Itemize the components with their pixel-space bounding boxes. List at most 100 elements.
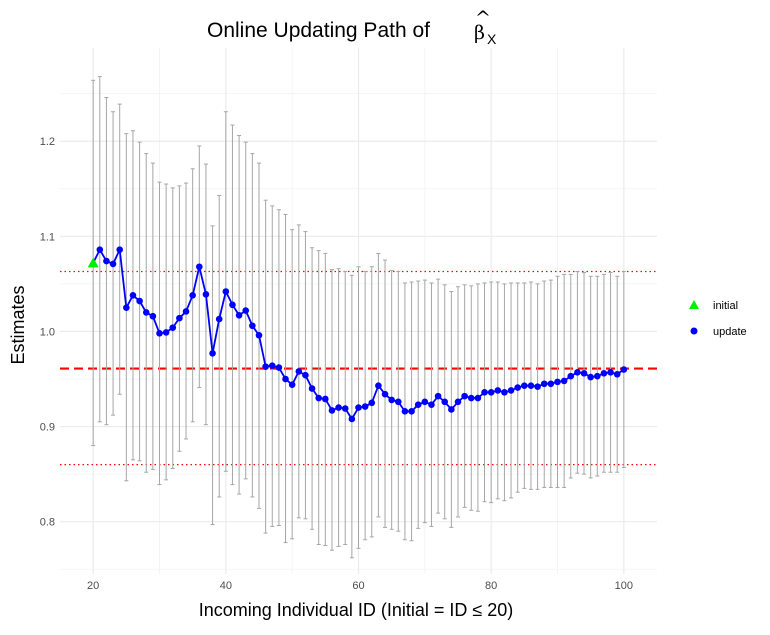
x-axis-tick-labels: 20 40 60 80 100 <box>87 580 633 592</box>
update-point <box>222 288 230 295</box>
legend-initial-marker <box>689 300 699 309</box>
update-point <box>474 394 482 402</box>
legend-update-marker <box>690 327 698 335</box>
update-point <box>249 322 256 330</box>
update-point <box>235 311 243 319</box>
update-point <box>620 366 628 373</box>
update-point <box>268 362 276 369</box>
update-point <box>600 370 608 377</box>
update-point <box>189 292 196 299</box>
update-point <box>540 380 548 388</box>
legend-initial-label: initial <box>713 300 738 312</box>
update-point <box>554 378 561 386</box>
update-point <box>441 398 449 406</box>
update-point <box>527 382 535 389</box>
update-point <box>116 246 123 253</box>
update-point <box>607 369 614 376</box>
initial-point <box>87 257 99 268</box>
update-point <box>560 377 568 385</box>
estimate-points <box>87 246 628 423</box>
update-point <box>215 315 223 323</box>
x-tick-label: 80 <box>485 580 497 592</box>
update-point <box>494 387 502 394</box>
update-point <box>288 381 296 389</box>
update-point <box>368 399 376 407</box>
update-point <box>434 392 442 400</box>
update-point <box>123 304 130 311</box>
update-point <box>209 350 216 357</box>
update-point <box>136 297 143 305</box>
legend-update-label: update <box>713 326 747 338</box>
update-point <box>176 314 183 322</box>
errorbar <box>210 225 215 526</box>
x-tick-label: 100 <box>615 580 633 592</box>
update-point <box>454 398 462 406</box>
update-point <box>308 385 316 392</box>
update-point <box>507 387 515 394</box>
update-point <box>428 401 435 408</box>
update-point <box>574 369 581 376</box>
update-point <box>295 368 303 375</box>
update-point <box>375 382 382 389</box>
update-point <box>567 372 575 380</box>
update-point <box>414 401 422 408</box>
y-tick-label: 0.9 <box>40 422 55 434</box>
update-point <box>487 389 495 396</box>
update-point <box>96 246 104 253</box>
update-point <box>242 307 250 314</box>
update-point <box>467 394 475 402</box>
update-point <box>275 364 283 371</box>
y-tick-label: 1.2 <box>40 136 55 148</box>
update-point <box>142 309 150 316</box>
errorbar <box>217 194 222 498</box>
update-point <box>514 384 521 391</box>
update-point <box>381 390 389 398</box>
y-axis-tick-labels: 0.8 0.9 1.0 1.1 1.2 <box>40 136 55 528</box>
update-point <box>169 324 177 331</box>
chart-title-text: Online Updating Path of <box>207 19 430 42</box>
update-point <box>182 308 190 315</box>
update-point <box>461 392 468 400</box>
update-point <box>481 389 488 396</box>
update-point <box>202 291 210 298</box>
update-point <box>521 382 528 389</box>
update-point <box>587 373 594 381</box>
update-point <box>395 398 402 406</box>
update-point <box>262 363 269 370</box>
update-point <box>348 415 356 423</box>
update-point <box>547 380 555 388</box>
update-point <box>255 331 263 339</box>
update-point <box>282 375 289 383</box>
legend-item-initial: initial <box>689 300 738 312</box>
update-point <box>149 312 157 320</box>
update-point <box>388 396 395 404</box>
update-point <box>335 404 342 411</box>
update-point <box>109 260 117 268</box>
x-tick-label: 40 <box>220 580 232 592</box>
y-axis-title: Estimates <box>8 285 28 364</box>
update-point <box>341 405 349 412</box>
update-point <box>315 394 323 402</box>
update-point <box>501 389 508 396</box>
update-point <box>196 263 203 271</box>
update-point <box>408 408 415 415</box>
update-point <box>162 329 170 336</box>
chart-title-subscript: X <box>487 31 497 47</box>
chart-title: Online Updating Path of β ^ X <box>207 7 497 47</box>
update-point <box>156 330 163 337</box>
update-point <box>103 257 110 265</box>
update-point <box>322 395 329 403</box>
update-point <box>361 403 369 410</box>
update-point <box>129 292 137 299</box>
legend-item-update: update <box>690 326 747 338</box>
y-tick-label: 1.0 <box>40 326 55 338</box>
update-point <box>302 371 309 379</box>
update-point <box>421 398 429 406</box>
x-axis-title: Incoming Individual ID (Initial = ID ≤ 2… <box>199 600 514 620</box>
update-point <box>534 383 541 390</box>
update-point <box>594 372 601 380</box>
update-point <box>580 370 588 377</box>
chart-title-beta-symbol: β <box>474 22 485 44</box>
y-tick-label: 0.8 <box>40 517 55 529</box>
